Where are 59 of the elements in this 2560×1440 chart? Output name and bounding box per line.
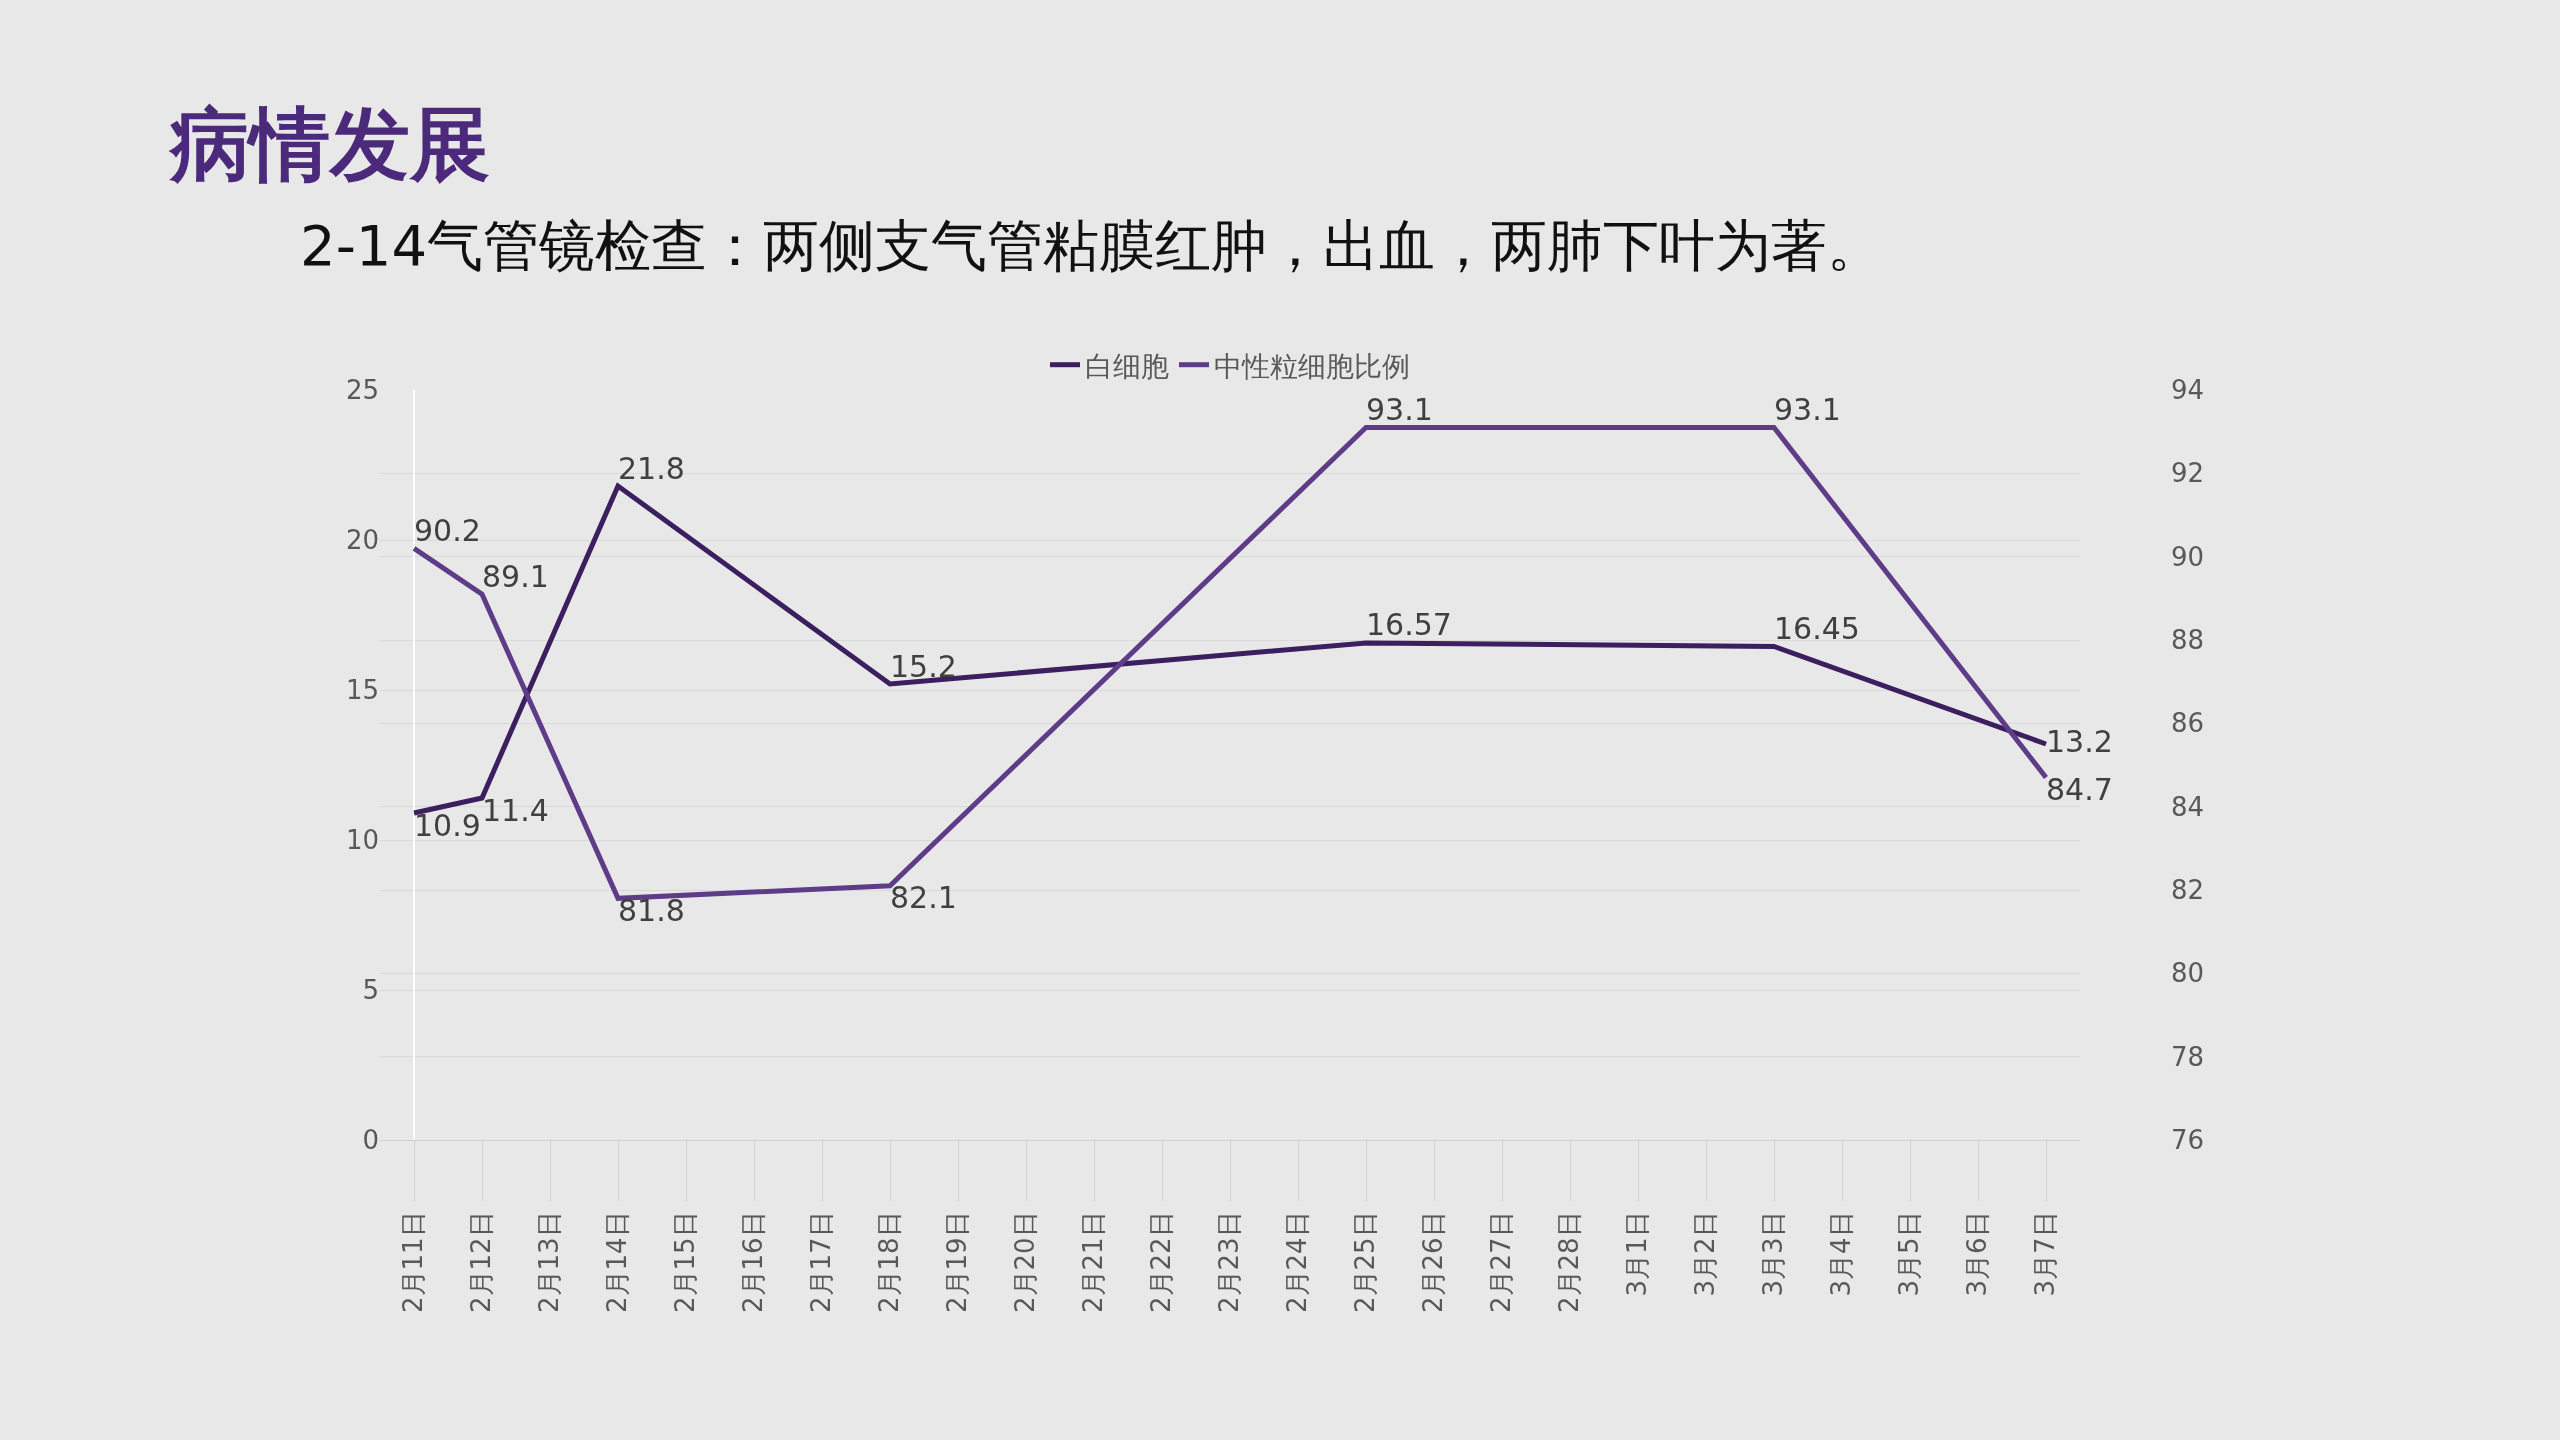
y-tick-label: 20 <box>345 525 379 556</box>
y2-tick-label: 92 <box>2171 458 2205 489</box>
legend-label: 中性粒细胞比例 <box>1214 349 1410 383</box>
x-tick-label: 2月18日 <box>874 1211 905 1314</box>
y-tick-label: 25 <box>345 375 379 406</box>
data-label: 84.7 <box>2046 772 2113 807</box>
data-label: 11.4 <box>482 792 549 828</box>
x-tick-label: 3月3日 <box>1758 1211 1789 1297</box>
x-tick-label: 3月1日 <box>1622 1211 1653 1297</box>
x-tick-label: 2月27日 <box>1486 1211 1517 1314</box>
legend-label: 白细胞 <box>1085 349 1169 383</box>
data-label: 89.1 <box>482 558 549 594</box>
data-label: 13.2 <box>2046 723 2113 759</box>
data-label: 82.1 <box>890 880 957 916</box>
x-tick-label: 2月24日 <box>1282 1211 1313 1314</box>
x-tick-label: 2月14日 <box>602 1211 633 1314</box>
x-tick-label: 3月6日 <box>1962 1211 1993 1297</box>
x-tick-label: 3月2日 <box>1690 1211 1721 1297</box>
x-tick-label: 2月17日 <box>806 1211 837 1314</box>
y2-tick-label: 82 <box>2171 875 2205 906</box>
y2-tick-label: 86 <box>2171 708 2205 739</box>
chart-subtitle: 2-14气管镜检查：两侧支气管粘膜红肿，出血，两肺下叶为著。 <box>300 213 1884 278</box>
y2-tick-label: 90 <box>2171 541 2205 572</box>
chart-title: 病情发展 <box>168 98 490 191</box>
data-label: 90.2 <box>414 512 481 548</box>
x-tick-label: 2月16日 <box>738 1211 769 1314</box>
x-tick-label: 2月19日 <box>942 1211 973 1314</box>
x-tick-label: 2月28日 <box>1554 1211 1585 1314</box>
y2-tick-label: 76 <box>2171 1125 2205 1156</box>
x-tick-label: 2月13日 <box>534 1211 565 1314</box>
x-tick-label: 3月4日 <box>1826 1211 1857 1297</box>
x-tick-label: 3月5日 <box>1894 1211 1925 1297</box>
x-tick-label: 2月12日 <box>466 1211 497 1314</box>
x-tick-label: 2月23日 <box>1214 1211 1245 1314</box>
y-tick-label: 10 <box>345 825 379 856</box>
data-label: 93.1 <box>1774 392 1841 427</box>
data-label: 21.8 <box>618 450 685 486</box>
data-label: 93.1 <box>1366 392 1433 427</box>
x-tick-label: 2月25日 <box>1350 1211 1381 1314</box>
y2-tick-label: 94 <box>2171 375 2205 406</box>
x-tick-label: 2月22日 <box>1146 1211 1177 1314</box>
data-label: 16.57 <box>1366 607 1452 643</box>
x-tick-label: 2月11日 <box>398 1211 429 1314</box>
data-label: 15.2 <box>890 648 957 684</box>
y2-tick-label: 78 <box>2171 1041 2205 1072</box>
y-tick-label: 0 <box>362 1125 379 1156</box>
data-label: 81.8 <box>618 892 685 928</box>
y2-tick-label: 84 <box>2171 791 2205 822</box>
y-tick-label: 15 <box>345 675 379 706</box>
data-label: 16.45 <box>1774 611 1860 646</box>
x-tick-label: 2月15日 <box>670 1211 701 1314</box>
x-tick-label: 3月7日 <box>2030 1211 2061 1297</box>
x-tick-label: 2月26日 <box>1418 1211 1449 1314</box>
y2-tick-label: 88 <box>2171 625 2205 656</box>
y-tick-label: 5 <box>362 975 379 1006</box>
data-label: 10.9 <box>414 807 481 843</box>
y2-tick-label: 80 <box>2171 958 2205 989</box>
x-tick-label: 2月20日 <box>1010 1211 1041 1314</box>
x-tick-label: 2月21日 <box>1078 1211 1109 1314</box>
